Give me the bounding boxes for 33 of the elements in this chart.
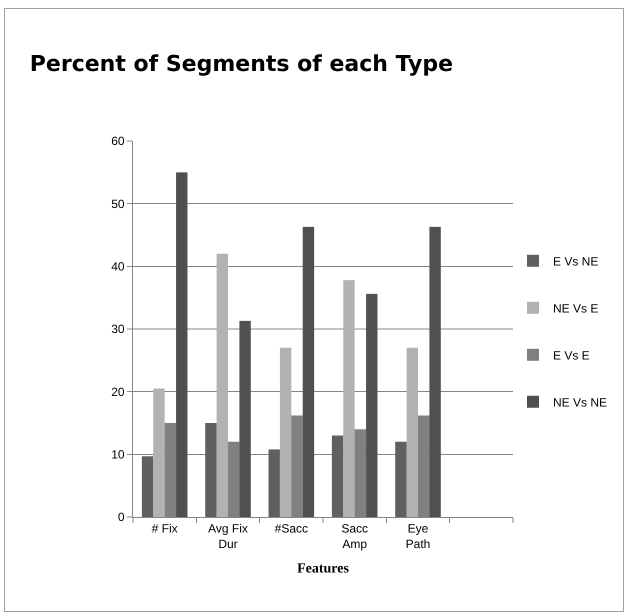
chart-title: Percent of Segments of each Type: [30, 52, 454, 78]
x-tick-label: Eye Path: [406, 521, 430, 551]
bar: [153, 388, 165, 517]
y-tick-label: 60: [111, 134, 125, 148]
bar: [429, 226, 441, 517]
y-tick-label: 10: [111, 448, 125, 462]
bar: [280, 348, 292, 517]
x-tick-label: Sacc Amp: [341, 521, 368, 551]
x-tick-label: #Sacc: [274, 521, 308, 536]
y-tick-label: 30: [111, 322, 125, 336]
bar: [406, 348, 418, 517]
x-axis-title: Features: [297, 561, 350, 576]
bar: [268, 449, 280, 517]
y-tick-label: 50: [111, 196, 125, 211]
legend-label: NE Vs E: [553, 301, 598, 316]
bar: [332, 436, 344, 517]
bar: [142, 456, 154, 517]
bar: [239, 320, 251, 517]
legend-label: E Vs E: [553, 348, 590, 362]
y-tick-label: 40: [111, 260, 125, 274]
bar: [395, 442, 407, 517]
legend-label: E Vs NE: [553, 254, 598, 268]
y-tick-label: 0: [118, 510, 125, 524]
bar: [176, 172, 188, 517]
bar: [366, 294, 378, 517]
y-tick-label: 20: [111, 384, 125, 399]
x-tick-label: # Fix: [152, 521, 178, 536]
bar: [302, 226, 314, 517]
x-tick-label: Avg Fix Dur: [208, 521, 248, 551]
bar: [216, 254, 228, 517]
legend-label: NE Vs NE: [553, 395, 608, 410]
bar: [205, 423, 217, 517]
bar: [343, 280, 355, 517]
